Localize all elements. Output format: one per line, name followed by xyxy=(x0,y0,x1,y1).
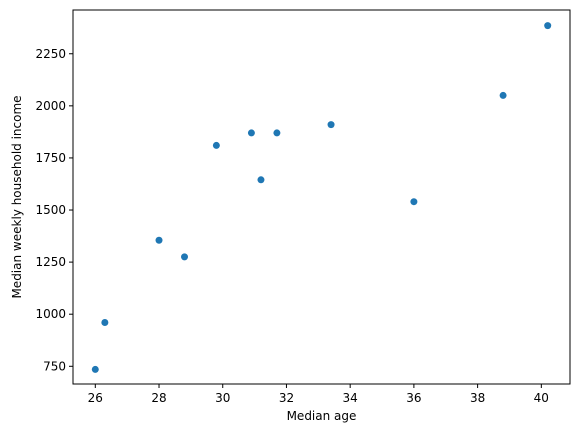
y-axis-label: Median weekly household income xyxy=(10,95,24,298)
x-tick-label: 40 xyxy=(534,391,549,405)
x-tick-label: 30 xyxy=(215,391,230,405)
y-tick-label: 1750 xyxy=(35,151,66,165)
data-point-8 xyxy=(273,129,281,137)
x-tick-label: 32 xyxy=(279,391,294,405)
data-point-11 xyxy=(499,91,507,99)
axes-frame xyxy=(72,9,571,385)
x-tick-label: 26 xyxy=(88,391,103,405)
y-tick-label: 2250 xyxy=(35,47,66,61)
x-axis-label: Median age xyxy=(287,409,357,423)
data-point-12 xyxy=(544,22,552,30)
data-point-4 xyxy=(181,253,189,261)
x-tick-label: 34 xyxy=(343,391,358,405)
x-tick-label: 38 xyxy=(470,391,485,405)
data-point-3 xyxy=(155,236,163,244)
data-point-1 xyxy=(91,365,99,373)
x-tick-label: 28 xyxy=(151,391,166,405)
data-point-9 xyxy=(327,121,335,129)
data-point-10 xyxy=(410,198,418,206)
y-tick-label: 1000 xyxy=(35,307,66,321)
data-point-2 xyxy=(101,319,109,327)
plot-area xyxy=(73,10,570,384)
data-point-5 xyxy=(212,141,220,149)
y-tick-label: 2000 xyxy=(35,99,66,113)
y-tick-label: 1250 xyxy=(35,255,66,269)
y-tick-label: 750 xyxy=(43,359,66,373)
x-tick-label: 36 xyxy=(406,391,421,405)
points-layer xyxy=(91,22,552,373)
data-point-7 xyxy=(257,176,265,184)
data-point-6 xyxy=(247,129,255,137)
y-tick-label: 1500 xyxy=(35,203,66,217)
axes-layer: 26 28 30 32 34 36 38 40 750 1000 1250 1500 1750 2000 2… xyxy=(35,9,571,405)
